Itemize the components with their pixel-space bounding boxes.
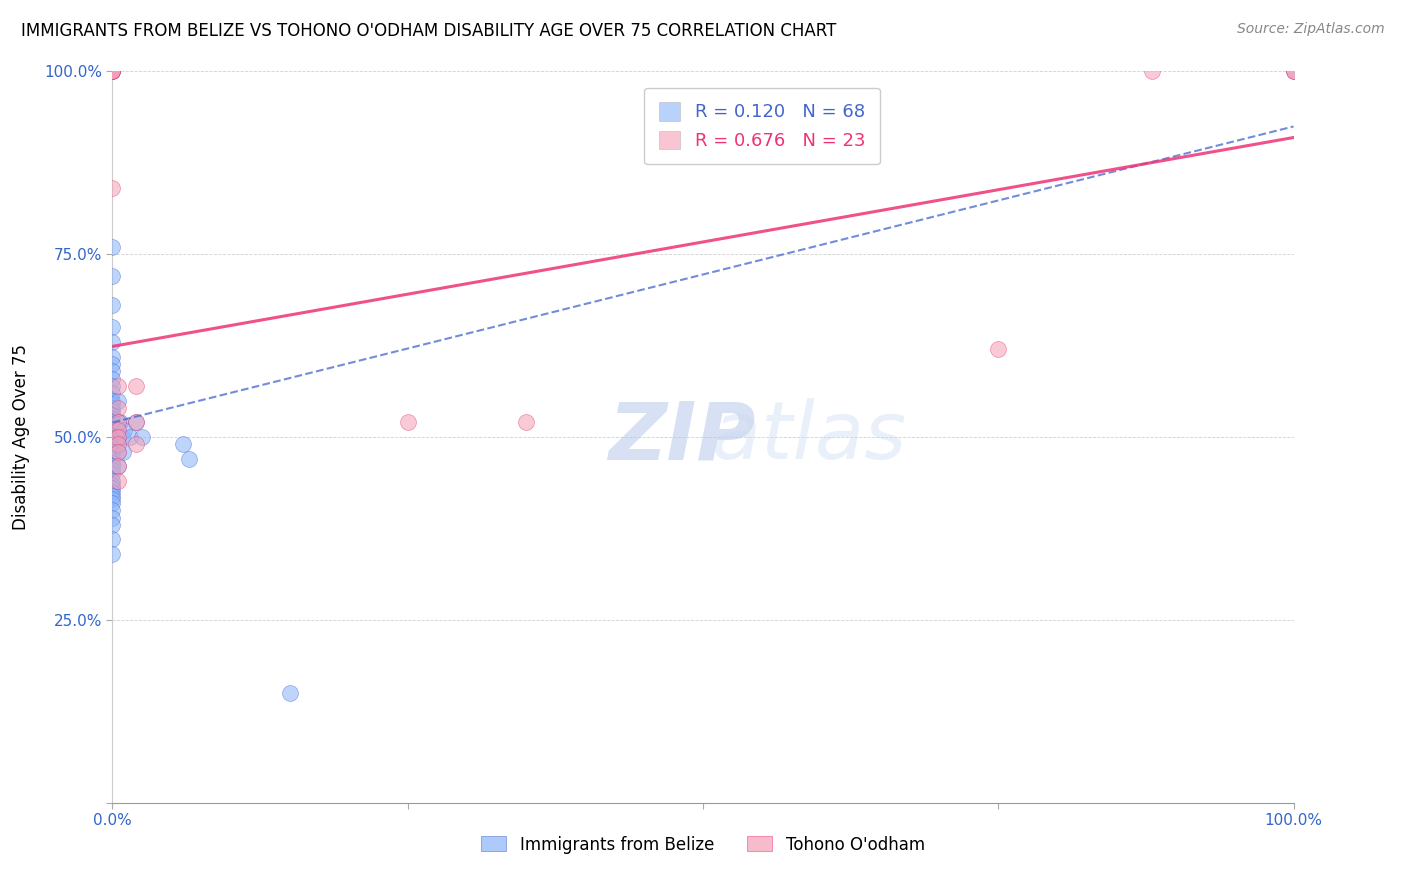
Point <box>125 379 148 393</box>
Point <box>101 496 124 510</box>
Point <box>101 452 124 467</box>
Point <box>107 474 129 488</box>
Point <box>107 416 129 430</box>
Point <box>111 430 134 444</box>
Point <box>1282 64 1305 78</box>
Point <box>101 448 124 462</box>
Point <box>125 437 148 451</box>
Point <box>987 343 1010 357</box>
Point <box>108 416 131 430</box>
Point <box>101 435 124 450</box>
Point <box>1140 64 1163 78</box>
Point <box>107 444 129 458</box>
Point <box>278 686 301 700</box>
Point <box>101 181 124 195</box>
Point <box>101 431 124 445</box>
Text: atlas: atlas <box>609 398 905 476</box>
Point <box>101 467 124 481</box>
Point <box>101 434 124 448</box>
Point <box>131 430 153 444</box>
Point <box>101 517 124 532</box>
Point <box>101 474 124 488</box>
Point <box>101 547 124 561</box>
Point <box>1282 64 1305 78</box>
Point <box>101 492 124 507</box>
Text: Source: ZipAtlas.com: Source: ZipAtlas.com <box>1237 22 1385 37</box>
Point <box>101 456 124 470</box>
Point <box>101 485 124 500</box>
Point <box>101 379 124 393</box>
Point <box>101 441 124 455</box>
Point <box>101 269 124 284</box>
Point <box>101 408 124 422</box>
Point <box>101 459 124 474</box>
Point <box>125 416 148 430</box>
Point <box>101 481 124 495</box>
Point <box>101 503 124 517</box>
Point <box>101 240 124 254</box>
Point <box>125 416 148 430</box>
Point <box>101 64 124 78</box>
Point <box>107 444 129 458</box>
Point <box>101 357 124 371</box>
Point <box>101 64 124 78</box>
Point <box>107 430 129 444</box>
Y-axis label: Disability Age Over 75: Disability Age Over 75 <box>13 344 30 530</box>
Point <box>101 432 124 446</box>
Text: ZIP: ZIP <box>609 398 756 476</box>
Point <box>101 64 124 78</box>
Point <box>101 404 124 418</box>
Text: IMMIGRANTS FROM BELIZE VS TOHONO O'ODHAM DISABILITY AGE OVER 75 CORRELATION CHAR: IMMIGRANTS FROM BELIZE VS TOHONO O'ODHAM… <box>21 22 837 40</box>
Point <box>101 364 124 378</box>
Point <box>107 459 129 474</box>
Point <box>107 379 129 393</box>
Point <box>179 452 201 467</box>
Point <box>107 401 129 415</box>
Point <box>101 334 124 349</box>
Point <box>101 298 124 312</box>
Point <box>107 393 129 408</box>
Point <box>101 350 124 364</box>
Point <box>101 371 124 385</box>
Point <box>101 463 124 477</box>
Point <box>101 444 124 458</box>
Point <box>172 437 194 451</box>
Point <box>101 510 124 524</box>
Point <box>101 477 124 491</box>
Point <box>101 439 124 453</box>
Point <box>515 416 537 430</box>
Legend: R = 0.120   N = 68, R = 0.676   N = 23: R = 0.120 N = 68, R = 0.676 N = 23 <box>644 87 880 164</box>
Point <box>101 393 124 408</box>
Point <box>101 416 124 430</box>
Point <box>107 430 129 444</box>
Point <box>101 412 124 426</box>
Point <box>112 444 135 458</box>
Point <box>107 423 129 437</box>
Point <box>101 432 124 446</box>
Point <box>101 64 124 78</box>
Point <box>120 430 142 444</box>
Point <box>101 437 124 451</box>
Point <box>101 419 124 434</box>
Point <box>101 426 124 441</box>
Point <box>101 430 124 444</box>
Point <box>1282 64 1305 78</box>
Point <box>112 423 135 437</box>
Point <box>101 397 124 411</box>
Point <box>101 423 124 437</box>
Point <box>101 386 124 401</box>
Point <box>107 459 129 474</box>
Point <box>101 533 124 547</box>
Point <box>107 416 129 430</box>
Point <box>101 401 124 415</box>
Point <box>396 416 419 430</box>
Point <box>101 489 124 503</box>
Point <box>101 64 124 78</box>
Point <box>101 320 124 334</box>
Point <box>101 64 124 78</box>
Point <box>101 64 124 78</box>
Point <box>107 437 129 451</box>
